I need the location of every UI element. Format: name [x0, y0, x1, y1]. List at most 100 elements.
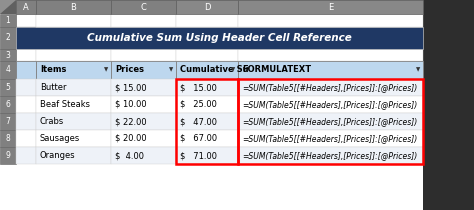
Text: ▼: ▼: [231, 67, 235, 72]
Bar: [176, 14, 238, 27]
Text: =SUM(Table5[[#Headers],[Prices]]:[@Prices]): =SUM(Table5[[#Headers],[Prices]]:[@Price…: [242, 134, 417, 143]
Bar: [176, 61, 238, 79]
Bar: [36, 49, 111, 61]
Bar: [176, 79, 238, 164]
Bar: [111, 113, 176, 130]
Bar: [16, 27, 423, 49]
Text: Beaf Steaks: Beaf Steaks: [40, 100, 90, 109]
Bar: [36, 96, 111, 113]
Bar: [0, 27, 16, 49]
Bar: [16, 49, 36, 61]
Bar: [0, 61, 16, 79]
Text: D: D: [204, 3, 210, 12]
Bar: [36, 0, 111, 14]
Bar: [0, 113, 16, 130]
Text: =SUM(Table5[[#Headers],[Prices]]:[@Prices]): =SUM(Table5[[#Headers],[Prices]]:[@Price…: [242, 151, 417, 160]
Bar: [423, 0, 474, 210]
Bar: [16, 130, 36, 147]
Text: Prices: Prices: [115, 66, 144, 75]
Bar: [111, 61, 176, 79]
Bar: [16, 96, 36, 113]
Bar: [16, 27, 36, 49]
Text: ▼: ▼: [104, 67, 108, 72]
Text: =SUM(Table5[[#Headers],[Prices]]:[@Prices]): =SUM(Table5[[#Headers],[Prices]]:[@Price…: [242, 117, 417, 126]
Bar: [176, 147, 238, 164]
Text: Cumulative Su: Cumulative Su: [180, 66, 249, 75]
Bar: [36, 130, 111, 147]
Text: FORMULATEXT: FORMULATEXT: [242, 66, 311, 75]
Bar: [238, 14, 423, 27]
Bar: [176, 130, 238, 147]
Bar: [111, 96, 176, 113]
Bar: [0, 0, 16, 14]
Bar: [16, 147, 36, 164]
Bar: [176, 49, 238, 61]
Text: A: A: [23, 3, 29, 12]
Text: C: C: [141, 3, 146, 12]
Bar: [0, 0, 423, 14]
Bar: [176, 79, 238, 96]
Text: 2: 2: [6, 34, 10, 42]
Bar: [111, 130, 176, 147]
Bar: [0, 130, 16, 147]
Bar: [238, 130, 423, 147]
Text: $   15.00: $ 15.00: [180, 83, 217, 92]
Text: $ 22.00: $ 22.00: [115, 117, 146, 126]
Bar: [238, 147, 423, 164]
Text: $   25.00: $ 25.00: [180, 100, 217, 109]
Bar: [36, 147, 111, 164]
Text: $   67.00: $ 67.00: [180, 134, 217, 143]
Text: 9: 9: [6, 151, 10, 160]
Bar: [238, 61, 423, 79]
Text: B: B: [71, 3, 76, 12]
Text: 4: 4: [6, 66, 10, 75]
Text: Cumulative Sum Using Header Cell Reference: Cumulative Sum Using Header Cell Referen…: [87, 33, 352, 43]
Bar: [0, 14, 16, 27]
Text: 3: 3: [6, 50, 10, 59]
Bar: [111, 0, 176, 14]
Bar: [0, 79, 16, 96]
Bar: [238, 49, 423, 61]
Text: 6: 6: [6, 100, 10, 109]
Bar: [238, 0, 423, 14]
Bar: [0, 49, 16, 61]
Bar: [176, 0, 238, 14]
Text: E: E: [328, 3, 333, 12]
Text: Oranges: Oranges: [40, 151, 76, 160]
Text: ▼: ▼: [169, 67, 173, 72]
Text: Items: Items: [40, 66, 66, 75]
Bar: [111, 14, 176, 27]
Bar: [16, 113, 36, 130]
Bar: [16, 79, 36, 96]
Bar: [16, 0, 36, 14]
Text: Crabs: Crabs: [40, 117, 64, 126]
Bar: [0, 147, 16, 164]
Bar: [36, 14, 111, 27]
Bar: [238, 79, 423, 164]
Text: 1: 1: [6, 16, 10, 25]
Polygon shape: [0, 0, 16, 14]
Text: $ 15.00: $ 15.00: [115, 83, 146, 92]
Bar: [176, 113, 238, 130]
Text: $ 10.00: $ 10.00: [115, 100, 146, 109]
Text: $  4.00: $ 4.00: [115, 151, 144, 160]
Text: Butter: Butter: [40, 83, 66, 92]
Bar: [0, 96, 16, 113]
Bar: [238, 79, 423, 96]
Bar: [16, 14, 36, 27]
Text: =SUM(Table5[[#Headers],[Prices]]:[@Prices]): =SUM(Table5[[#Headers],[Prices]]:[@Price…: [242, 100, 417, 109]
Text: $   71.00: $ 71.00: [180, 151, 217, 160]
Bar: [36, 61, 111, 79]
Text: $ 20.00: $ 20.00: [115, 134, 146, 143]
Bar: [36, 113, 111, 130]
Text: 5: 5: [6, 83, 10, 92]
Bar: [16, 61, 36, 79]
Text: $   47.00: $ 47.00: [180, 117, 217, 126]
Text: Sausages: Sausages: [40, 134, 80, 143]
Bar: [238, 96, 423, 113]
Text: 8: 8: [6, 134, 10, 143]
Text: =SUM(Table5[[#Headers],[Prices]]:[@Prices]): =SUM(Table5[[#Headers],[Prices]]:[@Price…: [242, 83, 417, 92]
Bar: [238, 113, 423, 130]
Bar: [176, 96, 238, 113]
Bar: [36, 79, 111, 96]
